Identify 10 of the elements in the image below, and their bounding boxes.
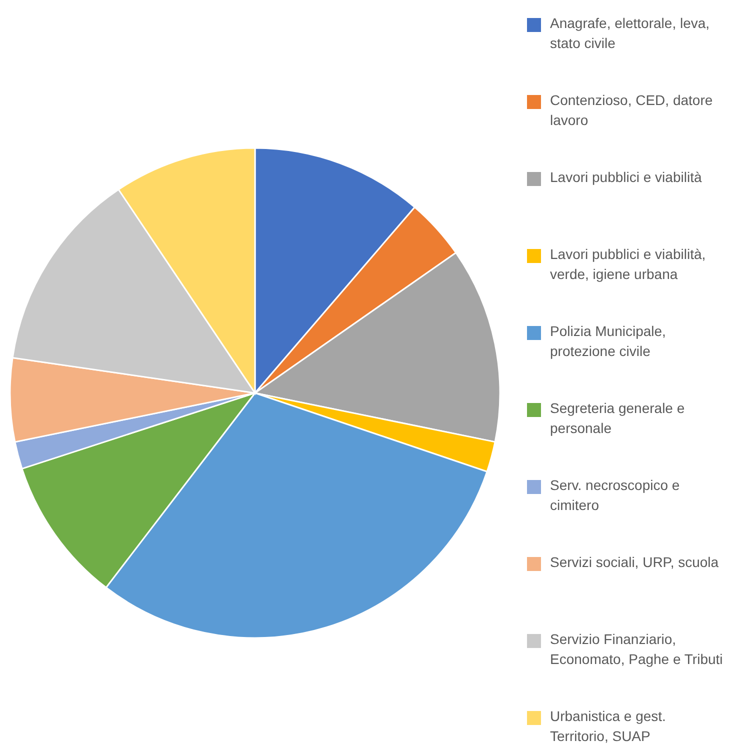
legend-label: Contenzioso, CED, datore lavoro xyxy=(550,92,713,128)
legend-label: Urbanistica e gest. Territorio, SUAP xyxy=(550,708,666,744)
legend-label: Servizio Finanziario, Economato, Paghe e Tributi xyxy=(550,631,723,667)
legend-label: Anagrafe, elettorale, leva, stato civile xyxy=(550,15,710,51)
legend-label: Servizi sociali, URP, scuola xyxy=(550,554,719,570)
legend-label: Polizia Municipale, protezione civile xyxy=(550,323,666,359)
legend-label: Segreteria generale e personale xyxy=(550,400,685,436)
legend-label: Lavori pubblici e viabilità, verde, igiene urbana xyxy=(550,246,706,282)
legend-label: Serv. necroscopico e cimitero xyxy=(550,477,680,513)
legend-label: Lavori pubblici e viabilità xyxy=(550,169,702,185)
